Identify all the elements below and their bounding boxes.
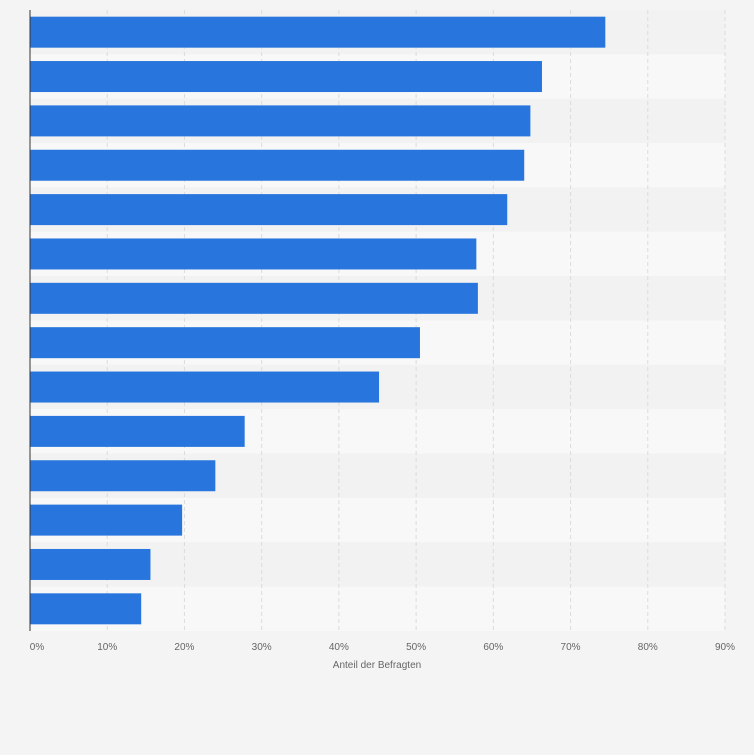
x-tick-label: 30% (252, 642, 272, 653)
bar[interactable] (30, 282, 478, 314)
bar[interactable] (30, 238, 477, 270)
x-tick-label: 70% (561, 642, 581, 653)
x-tick-label: 40% (329, 642, 349, 653)
bar[interactable] (30, 105, 531, 137)
bar[interactable] (30, 504, 183, 536)
bar[interactable] (30, 194, 508, 226)
bars (30, 16, 606, 625)
x-tick-labels: 0% 10% 20% 30% 40% 50% 60% 70% 80% 90% (30, 642, 735, 653)
bar[interactable] (30, 327, 420, 359)
bar[interactable] (30, 149, 525, 181)
bar[interactable] (30, 371, 380, 403)
bar[interactable] (30, 593, 142, 625)
bar[interactable] (30, 61, 542, 93)
gridlines (106, 10, 726, 631)
bar[interactable] (30, 548, 151, 580)
bar[interactable] (30, 460, 216, 492)
row-band (30, 586, 725, 631)
x-tick-label: 60% (483, 642, 503, 653)
x-tick-label: 20% (174, 642, 194, 653)
row-bands (30, 10, 725, 631)
x-tick-label: 50% (406, 642, 426, 653)
bar[interactable] (30, 16, 606, 48)
bar[interactable] (30, 415, 245, 447)
x-tick-label: 10% (97, 642, 117, 653)
x-tick-label: 90% (715, 642, 735, 653)
x-tick-label: 0% (30, 642, 45, 653)
x-tick-label: 80% (638, 642, 658, 653)
x-axis-label: Anteil der Befragten (333, 660, 421, 671)
